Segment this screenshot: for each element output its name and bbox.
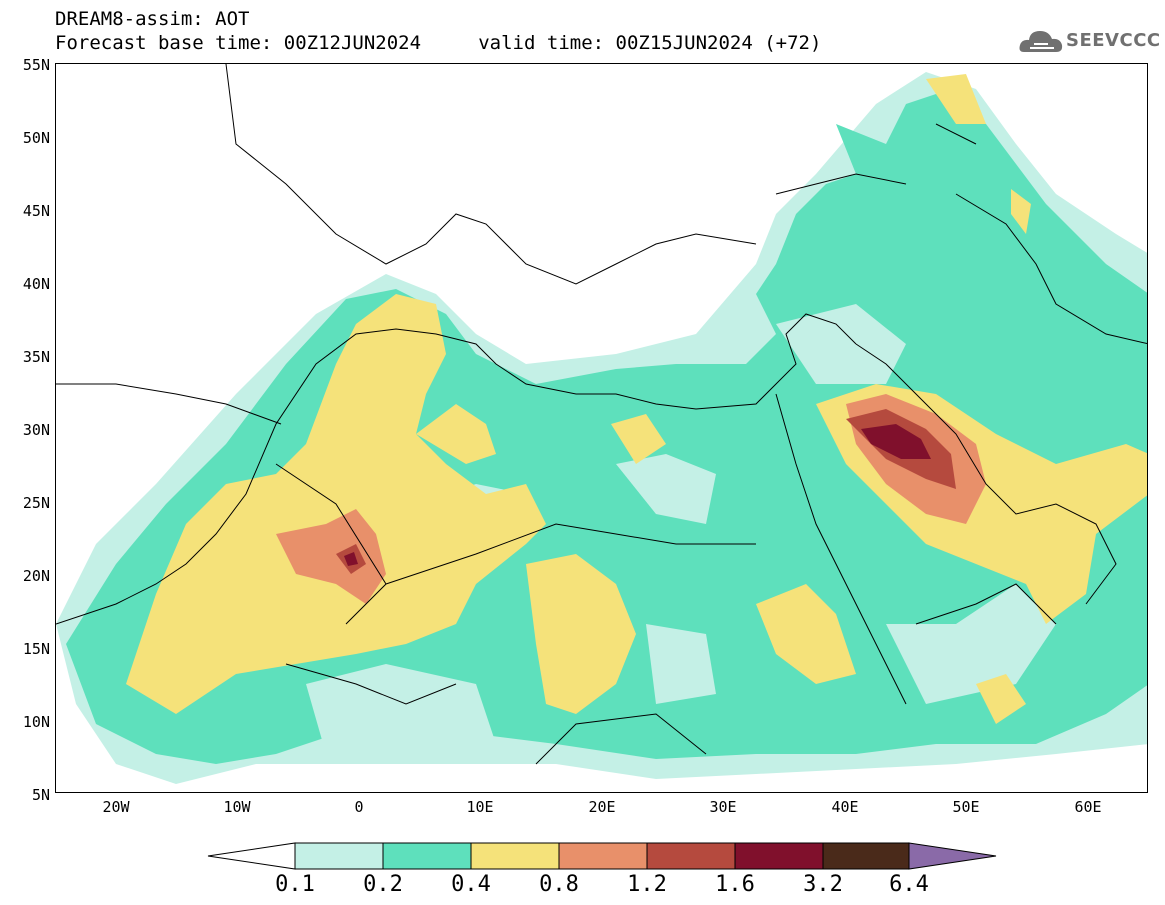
colorbar-low-arrow [207, 842, 296, 870]
aot-region-1.6 [344, 552, 358, 566]
lat-label: 5N [31, 786, 50, 804]
lat-label: 50N [22, 129, 50, 147]
colorbar-label: 0.2 [363, 872, 403, 897]
colorbar-label: 0.1 [275, 872, 315, 897]
lat-label: 20N [22, 567, 50, 585]
map-plot [55, 63, 1148, 793]
colorbar-bin [822, 842, 910, 870]
colorbar-bin [558, 842, 648, 870]
colorbar-high-arrow [908, 842, 997, 870]
colorbar-label: 1.2 [627, 872, 667, 897]
cloud-logo-icon [1019, 31, 1063, 52]
lat-label: 25N [22, 494, 50, 512]
lon-label: 10E [466, 798, 494, 816]
lat-label: 30N [22, 421, 50, 439]
lat-label: 45N [22, 202, 50, 220]
lon-label: 60E [1074, 798, 1102, 816]
lat-label: 55N [22, 56, 50, 74]
lon-label: 30E [709, 798, 737, 816]
lat-label: 15N [22, 640, 50, 658]
lon-label: 20W [102, 798, 130, 816]
lat-label: 10N [22, 713, 50, 731]
lon-label: 0 [354, 798, 364, 816]
aot-region-0.8 [276, 509, 386, 604]
colorbar-bin [382, 842, 472, 870]
chart-subtitle: Forecast base time: 00Z12JUN2024 valid t… [55, 32, 822, 54]
colorbar-label: 6.4 [889, 872, 929, 897]
lat-label: 35N [22, 348, 50, 366]
lat-label: 40N [22, 275, 50, 293]
colorbar-label: 3.2 [803, 872, 843, 897]
aot-map [56, 64, 1147, 784]
logo-text: SEEVCCC [1066, 30, 1161, 51]
colorbar [207, 842, 997, 870]
colorbar-bin [470, 842, 560, 870]
colorbar-bin [294, 842, 384, 870]
lon-label: 40E [831, 798, 859, 816]
lon-label: 50E [952, 798, 980, 816]
colorbar-label: 1.6 [715, 872, 755, 897]
colorbar-bin [646, 842, 736, 870]
colorbar-label: 0.4 [451, 872, 491, 897]
colorbar-bin [734, 842, 824, 870]
lon-label: 20E [588, 798, 616, 816]
chart-title: DREAM8-assim: AOT [55, 8, 250, 30]
colorbar-label: 0.8 [539, 872, 579, 897]
lon-label: 10W [223, 798, 251, 816]
